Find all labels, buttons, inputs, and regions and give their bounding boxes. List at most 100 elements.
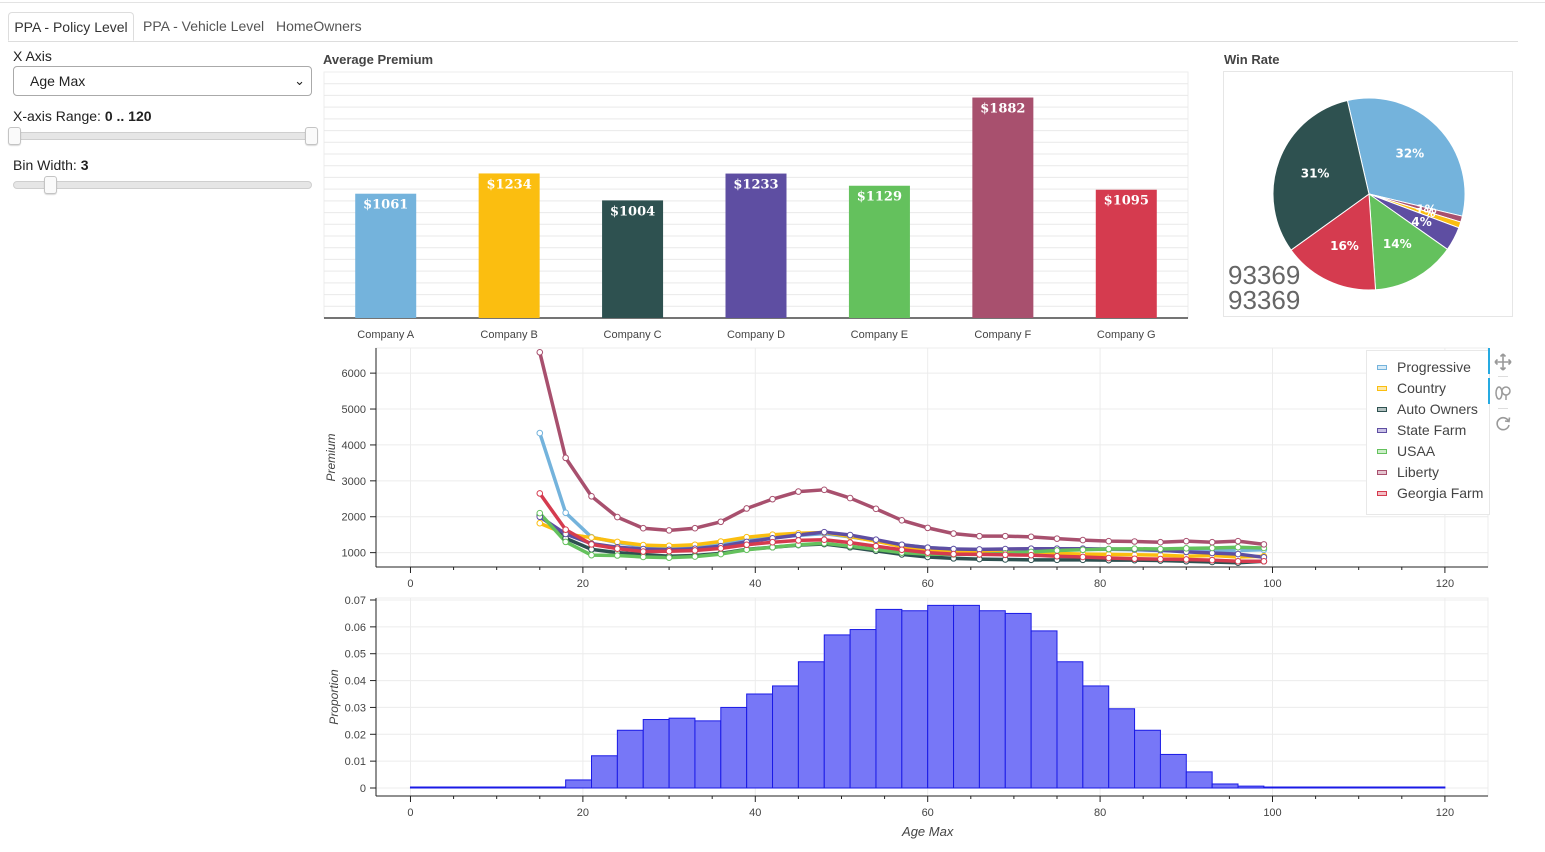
- x-axis-select[interactable]: Age Max ⌄: [13, 66, 312, 96]
- series-point: [536, 429, 544, 437]
- bar-category-label: Company G: [1097, 329, 1156, 341]
- bar-data-label: $1129: [857, 190, 902, 205]
- bar-data-label: $1004: [610, 204, 655, 219]
- histogram-bar: [720, 706, 748, 789]
- series-point: [1079, 536, 1087, 544]
- toolbar-active-indicator: [1488, 348, 1490, 374]
- histogram-bar: [978, 610, 1006, 789]
- histogram-bar: [591, 755, 618, 789]
- histogram-bar: [435, 786, 463, 789]
- histogram-bar: [1263, 786, 1291, 789]
- histogram-x-tick-label: 60: [922, 807, 934, 819]
- legend-label: Progressive: [1397, 359, 1471, 375]
- histogram-bar: [694, 720, 722, 789]
- series-point: [1234, 550, 1242, 558]
- series-point: [976, 532, 983, 540]
- series-point: [717, 545, 725, 552]
- bar-data-label: $1882: [980, 102, 1025, 117]
- average-premium-title: Average Premium: [323, 52, 434, 67]
- histogram-bar: [1134, 729, 1161, 789]
- bar-category-label: Company F: [974, 329, 1031, 341]
- x-axis-range-min-handle[interactable]: [8, 127, 21, 145]
- series-point: [717, 518, 725, 526]
- line-chart-y-tick-label: 6000: [342, 368, 366, 380]
- line-chart-x-tick-label: 20: [577, 578, 589, 590]
- win-rate-count-line2: 93369: [1228, 285, 1301, 315]
- series-point: [691, 547, 699, 554]
- series-point: [1208, 556, 1216, 564]
- series-point: [898, 546, 906, 554]
- bin-width-handle[interactable]: [44, 176, 57, 194]
- series-point: [795, 537, 802, 544]
- series-point: [1053, 535, 1061, 542]
- histogram-bar: [565, 779, 593, 789]
- histogram-y-tick-label: 0.01: [345, 756, 366, 768]
- line-chart-y-tick-label: 2000: [342, 512, 366, 524]
- histogram-x-tick-label: 100: [1263, 807, 1281, 819]
- win-rate-frame: [1223, 71, 1513, 317]
- series-point: [639, 548, 647, 555]
- series-point: [820, 528, 828, 536]
- series-point: [665, 547, 673, 555]
- series-point: [743, 541, 750, 549]
- series-point: [1131, 545, 1138, 552]
- series-point: [665, 527, 673, 534]
- histogram-x-tick-label: 40: [749, 807, 761, 819]
- series-point: [691, 553, 699, 560]
- histogram-bar: [1185, 771, 1213, 789]
- series-point: [562, 454, 569, 462]
- histogram-y-axis-title: Proportion: [327, 669, 341, 725]
- bar-company-c: [602, 200, 664, 318]
- series-point: [769, 495, 776, 503]
- tab-homeowners[interactable]: HomeOwners: [276, 18, 362, 34]
- histogram-y-tick-label: 0.07: [345, 595, 366, 607]
- x-axis-range-text: X-axis Range:: [13, 108, 105, 124]
- series-point: [872, 505, 880, 513]
- histogram-x-tick-label: 120: [1436, 807, 1454, 819]
- series-point: [1079, 546, 1087, 554]
- pie-slice-label: 32%: [1395, 146, 1424, 160]
- legend-swatch: [1377, 407, 1387, 412]
- legend-swatch: [1377, 491, 1387, 496]
- histogram-y-tick-label: 0.06: [345, 622, 366, 634]
- chart-toolbar: [1488, 348, 1518, 448]
- series-point: [536, 509, 544, 517]
- histogram-y-tick-label: 0.04: [345, 676, 366, 688]
- series-point: [820, 486, 828, 494]
- series-point: [1131, 555, 1138, 563]
- series-point: [614, 545, 621, 552]
- series-point: [872, 536, 880, 544]
- line-chart-x-tick-label: 0: [407, 578, 413, 590]
- series-point: [562, 526, 569, 533]
- histogram-y-tick-label: 0: [360, 783, 366, 795]
- series-point: [1182, 545, 1190, 552]
- line-chart-y-tick-label: 5000: [342, 404, 366, 416]
- histogram-bar: [1004, 612, 1032, 789]
- series-point: [614, 513, 621, 521]
- tab-ppa-policy-level[interactable]: PPA - Policy Level: [8, 12, 134, 41]
- histogram-bar: [927, 604, 955, 789]
- bar-company-b: [478, 173, 540, 318]
- pie-slice: [1368, 192, 1449, 291]
- legend-label: Country: [1397, 380, 1447, 396]
- series-point: [1105, 537, 1113, 545]
- tab-ppa-vehicle-level[interactable]: PPA - Vehicle Level: [143, 18, 265, 34]
- toolbar-divider: [1498, 376, 1508, 377]
- series-point: [588, 534, 595, 541]
- reset-icon[interactable]: [1494, 415, 1512, 433]
- legend-swatch: [1377, 386, 1387, 391]
- bar-company-e: [848, 185, 910, 318]
- histogram-bar: [461, 786, 489, 789]
- series-point: [898, 517, 906, 524]
- pan-icon[interactable]: [1494, 353, 1512, 371]
- bar-data-label: $1234: [487, 177, 532, 192]
- histogram-bar: [487, 786, 515, 789]
- x-axis-range-max-handle[interactable]: [305, 127, 318, 145]
- wheel-zoom-icon[interactable]: [1494, 384, 1512, 402]
- series-point: [924, 549, 931, 556]
- bin-width-slider[interactable]: [13, 181, 312, 189]
